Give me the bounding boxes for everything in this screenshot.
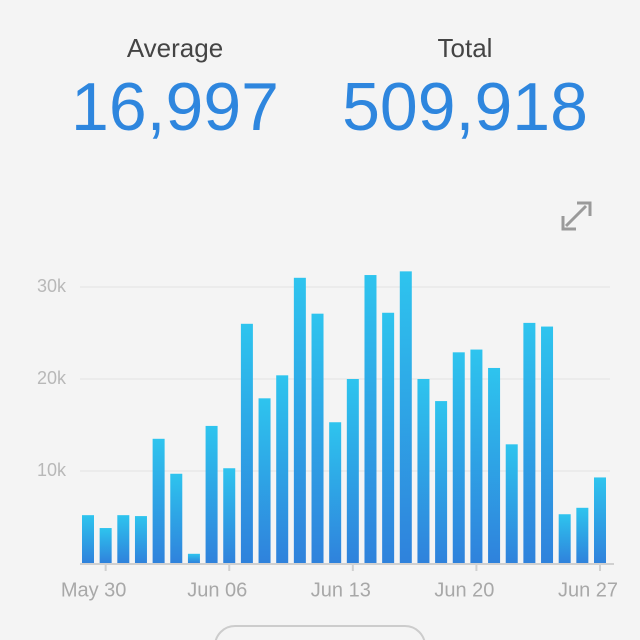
bar <box>134 516 147 563</box>
x-tick-label: May 30 <box>61 579 127 601</box>
y-tick-label: 30k <box>37 276 67 296</box>
stat-label: Total <box>438 33 493 63</box>
bar <box>223 468 236 563</box>
x-tick-label: Jun 20 <box>434 579 494 601</box>
bar <box>293 277 306 563</box>
bar <box>505 444 518 563</box>
bottom-button[interactable] <box>214 625 426 640</box>
bar <box>82 515 94 563</box>
y-tick-label: 10k <box>37 460 67 480</box>
bar <box>541 326 554 563</box>
bar <box>117 515 130 563</box>
stat-value: 509,918 <box>342 69 588 145</box>
bar <box>170 473 183 563</box>
bar <box>452 352 465 563</box>
bar <box>329 422 342 563</box>
bar <box>364 275 377 563</box>
bar <box>417 379 430 563</box>
bar <box>523 322 536 563</box>
bar <box>240 323 253 563</box>
stat-value: 16,997 <box>71 69 279 145</box>
bar <box>576 507 589 563</box>
y-tick-label: 20k <box>37 368 67 388</box>
bar <box>258 398 271 563</box>
stat-label: Average <box>127 33 223 63</box>
bar <box>558 514 571 563</box>
bar <box>187 553 200 563</box>
expand-icon[interactable] <box>561 201 592 231</box>
x-tick-label: Jun 06 <box>187 579 247 601</box>
bar <box>152 438 165 563</box>
bar <box>346 379 359 563</box>
bar <box>470 349 483 563</box>
bar <box>488 367 501 563</box>
bar <box>594 477 606 563</box>
bar <box>399 271 412 563</box>
bar <box>311 313 324 563</box>
bar <box>382 312 395 563</box>
x-tick-label: Jun 13 <box>311 579 371 601</box>
bar <box>435 401 448 563</box>
bar <box>205 425 218 563</box>
bar <box>276 375 289 563</box>
bar <box>99 528 112 563</box>
x-tick-label: Jun 27 <box>558 579 618 601</box>
